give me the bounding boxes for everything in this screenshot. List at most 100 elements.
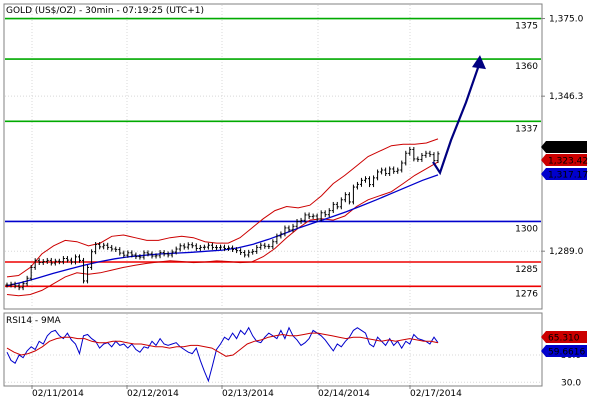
- price-bar: [368, 176, 372, 188]
- price-bar: [86, 264, 90, 284]
- price-bar: [299, 217, 303, 224]
- price-bar: [214, 244, 218, 251]
- price-bar: [263, 242, 267, 249]
- price-bar: [94, 241, 98, 255]
- price-bar: [73, 254, 77, 265]
- forecast-arrow: [432, 55, 486, 176]
- price-bar: [190, 242, 194, 249]
- price-bar: [98, 241, 102, 250]
- price-bar: [162, 250, 166, 257]
- price-bar: [303, 212, 307, 223]
- price-bar: [271, 239, 275, 250]
- price-bar: [61, 256, 65, 265]
- level-label-1285: 1285: [515, 265, 538, 275]
- price-bar: [138, 254, 142, 260]
- price-bar: [287, 225, 291, 233]
- price-bar: [235, 247, 239, 254]
- y-tick-label: 1,289.0: [549, 247, 584, 257]
- price-bar: [335, 201, 339, 210]
- price-bar: [206, 242, 210, 250]
- price-bar: [90, 249, 94, 270]
- price-bar: [279, 231, 283, 239]
- price-bar: [231, 245, 235, 252]
- price-bar: [114, 246, 118, 252]
- levels-layer: 1375 1360 1337 1300 1285 1276: [5, 17, 541, 299]
- price-bar: [166, 251, 170, 258]
- rsi-layer: [6, 326, 439, 383]
- price-bar: [218, 244, 222, 251]
- price-bar: [384, 167, 388, 176]
- level-label-1360: 1360: [515, 62, 538, 72]
- price-tag-2-label: 1,317.17: [548, 171, 588, 181]
- price-bar: [420, 152, 424, 162]
- price-bar: [247, 249, 251, 258]
- price-bar: [327, 208, 331, 218]
- price-bar: [210, 242, 214, 250]
- price-bar: [5, 282, 9, 288]
- price-bar: [267, 243, 271, 250]
- price-bar: [376, 169, 380, 181]
- price-bar: [146, 250, 150, 257]
- bollinger-upper-line: [6, 138, 439, 278]
- price-bar: [388, 166, 392, 176]
- x-tick-label: 02/12/2014: [127, 389, 179, 399]
- rsi-title: RSI14 - 9MA: [6, 316, 62, 326]
- price-bar: [202, 244, 206, 250]
- price-bar: [319, 210, 323, 222]
- rsi-tag-1: 59.6616: [541, 345, 587, 358]
- price-tag-1: 1,323.42: [541, 154, 588, 167]
- price-layer: [5, 147, 440, 291]
- price-bar: [194, 243, 198, 251]
- rsi-y-tick-label: 30.0: [561, 378, 581, 388]
- price-bar: [223, 244, 227, 251]
- price-bar: [416, 156, 420, 162]
- price-bar: [295, 218, 299, 229]
- price-bar: [307, 212, 311, 219]
- price-bar: [154, 253, 158, 259]
- price-bar: [359, 177, 363, 187]
- x-tick-label: 02/13/2014: [222, 389, 274, 399]
- rsi-pane: [3, 312, 543, 387]
- price-bar: [255, 244, 259, 254]
- price-tag-2: 1,317.17: [541, 168, 588, 181]
- price-bar: [343, 192, 347, 203]
- price-bar: [33, 258, 37, 270]
- price-bar: [178, 243, 182, 252]
- price-bar: [351, 184, 355, 205]
- price-bar: [372, 175, 376, 188]
- price-bar: [29, 264, 33, 281]
- chart-title: GOLD (US$/OZ) - 30min - 07:19:25 (UTC+1): [6, 6, 204, 16]
- price-bar: [251, 249, 255, 255]
- price-bar: [82, 257, 86, 284]
- price-bar: [53, 258, 57, 266]
- price-bar: [239, 248, 243, 255]
- price-bar: [198, 244, 202, 251]
- price-bar: [170, 249, 174, 258]
- bands-layer: [6, 138, 439, 297]
- price-bar: [106, 242, 110, 250]
- price-bar: [339, 197, 343, 210]
- price-bar: [363, 176, 367, 183]
- price-bar: [331, 201, 335, 214]
- price-bar: [142, 250, 146, 260]
- price-bar: [283, 225, 287, 237]
- moving-average-line: [6, 174, 439, 287]
- price-bar: [21, 281, 25, 291]
- x-tick-label: 02/11/2014: [32, 389, 84, 399]
- price-bar: [186, 242, 190, 250]
- forecast-arrow-line: [432, 58, 483, 176]
- price-bar: [41, 259, 45, 265]
- y-tick-label: 1,375.0: [549, 15, 584, 25]
- level-label-1375: 1375: [515, 22, 538, 32]
- price-bar: [118, 247, 122, 256]
- price-bar: [396, 167, 400, 174]
- price-bar: [227, 245, 231, 251]
- price-bar: [9, 281, 13, 288]
- price-bar: [122, 250, 126, 258]
- main-pane: [3, 3, 543, 310]
- price-bar: [25, 275, 29, 287]
- price-bar: [347, 192, 351, 205]
- x-tick-label: 02/14/2014: [318, 389, 370, 399]
- rsi-tag-0-label: 65.310: [548, 334, 580, 344]
- rsi-series-rsi14: [6, 326, 439, 383]
